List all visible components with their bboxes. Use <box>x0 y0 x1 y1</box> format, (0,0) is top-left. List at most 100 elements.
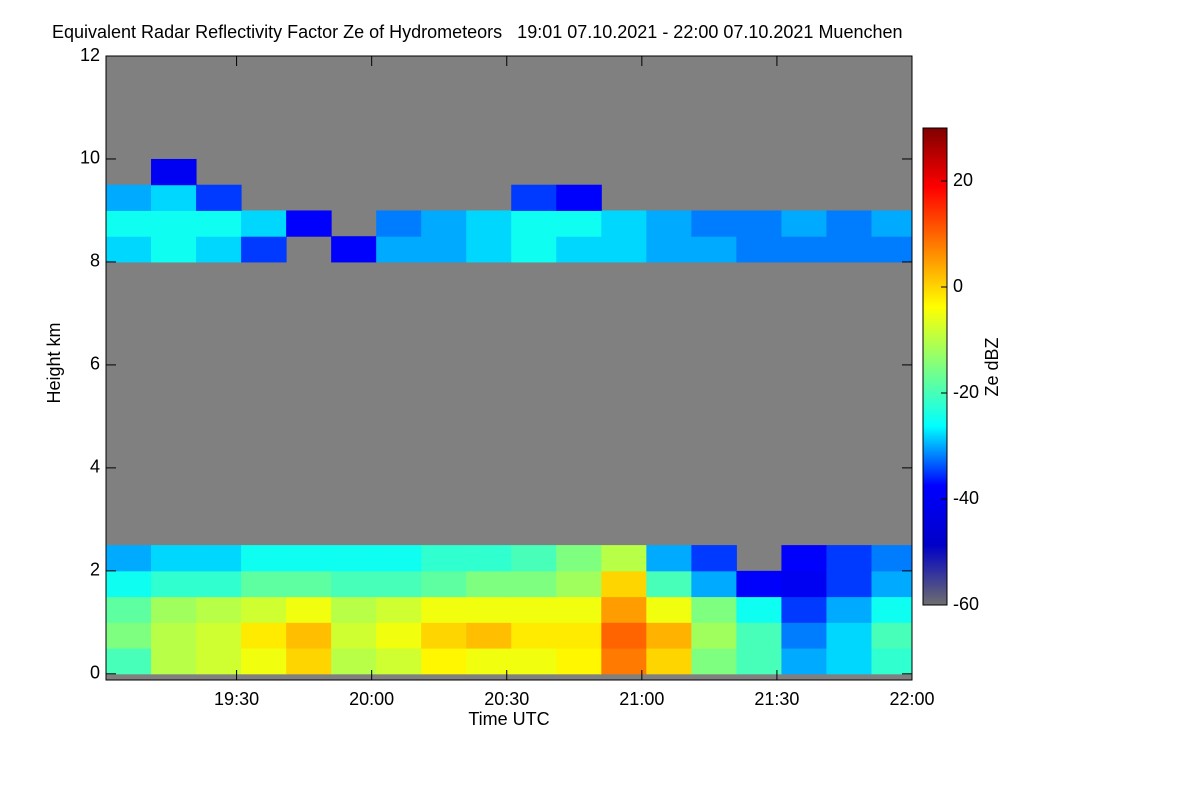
heatmap-cell <box>646 236 692 263</box>
heatmap-cell <box>601 210 647 237</box>
heatmap-cell <box>376 622 422 649</box>
colorbar <box>922 127 948 606</box>
y-tick-label: 8 <box>90 251 100 271</box>
heatmap-cell <box>871 596 912 623</box>
heatmap-cell <box>871 622 912 649</box>
heatmap-cell <box>331 570 377 598</box>
heatmap-cell <box>151 545 197 572</box>
y-tick-label: 4 <box>90 457 100 477</box>
heatmap-cell <box>196 596 242 623</box>
heatmap-cell <box>106 570 152 598</box>
heatmap-cell <box>421 236 467 263</box>
heatmap-cell <box>511 648 557 675</box>
heatmap-cell <box>286 210 332 237</box>
heatmap-cell <box>151 622 197 649</box>
heatmap-cell <box>466 648 512 675</box>
heatmap-cell <box>466 210 512 237</box>
chart-title: Equivalent Radar Reflectivity Factor Ze … <box>52 22 903 42</box>
heatmap-cell <box>151 236 197 263</box>
heatmap-cell <box>286 596 332 623</box>
x-tick-label: 19:30 <box>214 689 259 709</box>
heatmap-cell <box>871 648 912 675</box>
heatmap-cell <box>196 236 242 263</box>
heatmap-cell <box>736 210 782 237</box>
heatmap-cell <box>691 622 737 649</box>
heatmap-cell <box>556 596 602 623</box>
heatmap-cell <box>556 210 602 237</box>
heatmap-cell <box>286 545 332 572</box>
y-tick-label: 12 <box>80 45 100 65</box>
colorbar-tick-label: 20 <box>953 170 973 190</box>
heatmap-cell <box>601 570 647 598</box>
heatmap-cell <box>466 596 512 623</box>
heatmap-cell <box>196 545 242 572</box>
y-tick-label: 6 <box>90 354 100 374</box>
x-tick-label: 20:00 <box>349 689 394 709</box>
heatmap-cell <box>286 648 332 675</box>
heatmap-cell <box>241 596 287 623</box>
colorbar-label: Ze dBZ <box>982 337 1002 396</box>
heatmap-cell <box>871 570 912 598</box>
heatmap-cell <box>466 236 512 263</box>
heatmap-cell <box>871 236 912 263</box>
colorbar-tick-label: -20 <box>953 382 979 402</box>
heatmap-cell <box>736 236 782 263</box>
heatmap-cell <box>376 570 422 598</box>
heatmap-cell <box>106 622 152 649</box>
heatmap-cell <box>151 210 197 237</box>
heatmap-cell <box>151 184 197 211</box>
heatmap-cell <box>691 648 737 675</box>
heatmap-cell <box>781 596 827 623</box>
heatmap-cell <box>241 545 287 572</box>
heatmap-cell <box>601 545 647 572</box>
heatmap-cell <box>421 545 467 572</box>
heatmap-cell <box>736 570 782 598</box>
heatmap-cell <box>511 210 557 237</box>
heatmap-cell <box>691 570 737 598</box>
y-axis-label: Height km <box>44 322 64 403</box>
heatmap-cell <box>556 184 602 211</box>
x-tick-label: 21:30 <box>754 689 799 709</box>
heatmap-cell <box>781 570 827 598</box>
heatmap-cell <box>691 236 737 263</box>
heatmap-cell <box>196 648 242 675</box>
plot-area <box>106 56 912 680</box>
heatmap-cell <box>196 210 242 237</box>
heatmap-cell <box>241 210 287 237</box>
heatmap-cell <box>376 236 422 263</box>
heatmap-cell <box>826 622 872 649</box>
y-tick-label: 2 <box>90 560 100 580</box>
heatmap-cell <box>106 210 152 237</box>
heatmap-cell <box>376 210 422 237</box>
heatmap-cell <box>781 622 827 649</box>
heatmap-cell <box>241 622 287 649</box>
heatmap-cell <box>601 648 647 675</box>
heatmap-cell <box>781 648 827 675</box>
heatmap-cell <box>871 545 912 572</box>
heatmap-cell <box>286 570 332 598</box>
x-tick-label: 22:00 <box>889 689 934 709</box>
heatmap-cell <box>421 648 467 675</box>
colorbar-tick-label: 0 <box>953 276 963 296</box>
plot-frame <box>105 55 913 681</box>
heatmap-cell <box>601 236 647 263</box>
heatmap-cell <box>781 236 827 263</box>
heatmap-cell <box>646 210 692 237</box>
heatmap-cell <box>376 648 422 675</box>
x-tick-label: 21:00 <box>619 689 664 709</box>
heatmap-cell <box>781 545 827 572</box>
heatmap-cell <box>556 570 602 598</box>
heatmap-cell <box>646 570 692 598</box>
heatmap-cell <box>646 648 692 675</box>
heatmap-cell <box>241 236 287 263</box>
heatmap-cell <box>421 570 467 598</box>
heatmap-cell <box>736 596 782 623</box>
heatmap-cell <box>151 158 197 186</box>
heatmap-cell <box>601 596 647 623</box>
heatmap-cell <box>466 570 512 598</box>
heatmap-cell <box>691 596 737 623</box>
heatmap-cell <box>556 648 602 675</box>
heatmap-cell <box>106 545 152 572</box>
heatmap-cell <box>421 210 467 237</box>
colorbar-tick-label: -40 <box>953 488 979 508</box>
